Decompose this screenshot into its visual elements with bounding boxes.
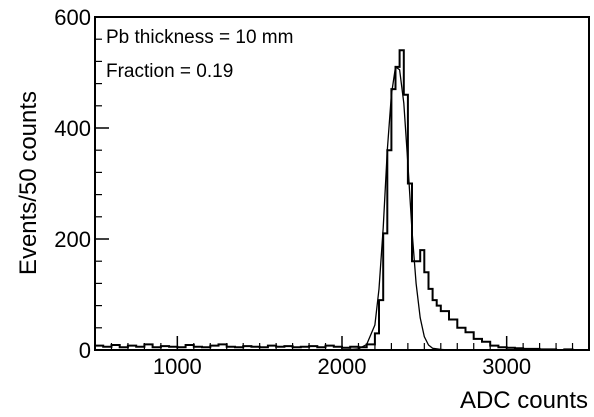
y-tick-label: 200 (54, 227, 91, 252)
histogram-series (95, 49, 589, 351)
x-tick-label: 2000 (318, 354, 367, 379)
x-tick-label: 3000 (482, 354, 531, 379)
y-tick-label: 400 (54, 116, 91, 141)
tick-labels: 1000 2000 3000 0 200 400 600 (54, 5, 531, 379)
y-tick-label: 600 (54, 5, 91, 30)
y-tick-label: 0 (79, 338, 91, 363)
fit-curve-series (341, 65, 458, 351)
annotation-thickness: Pb thickness = 10 mm (106, 27, 293, 48)
x-axis-label: ADC counts (460, 387, 588, 414)
series-layer (95, 49, 589, 351)
x-tick-label: 1000 (153, 354, 202, 379)
annotation-fraction: Fraction = 0.19 (106, 61, 233, 82)
y-axis-label: Events/50 counts (15, 91, 42, 275)
